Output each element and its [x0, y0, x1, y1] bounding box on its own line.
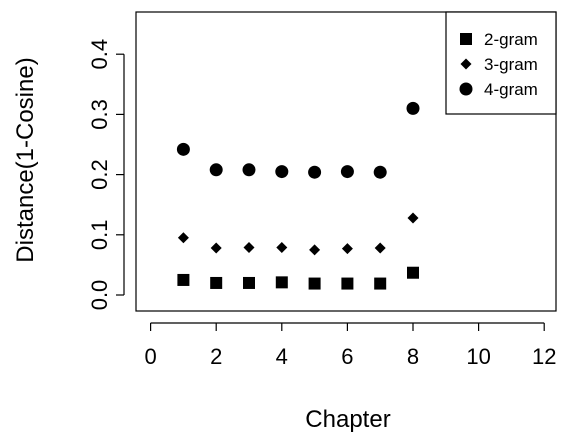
- data-point-3-gram: [374, 242, 386, 254]
- data-point-2-gram: [341, 277, 354, 290]
- legend-marker-2-gram: [460, 33, 472, 45]
- y-axis-label: Distance(1-Cosine): [12, 57, 39, 262]
- x-tick-label: 8: [407, 344, 419, 369]
- y-tick-label: 0.0: [87, 280, 112, 311]
- legend-marker-3-gram: [460, 58, 472, 70]
- y-tick-label: 0.3: [87, 99, 112, 130]
- legend: 2-gram 3-gram 4-gram: [445, 11, 557, 115]
- data-point-3-gram: [341, 243, 353, 255]
- data-point-2-gram: [177, 273, 190, 286]
- series-4-gram: [176, 101, 420, 179]
- data-point-2-gram: [374, 277, 387, 290]
- legend-label: 3-gram: [484, 55, 538, 74]
- data-point-3-gram: [210, 242, 222, 254]
- legend-label: 2-gram: [484, 30, 538, 49]
- plot-frame: [135, 11, 557, 312]
- y-tick-label: 0.2: [87, 159, 112, 190]
- data-point-3-gram: [276, 241, 288, 253]
- y-tick-label: 0.1: [87, 220, 112, 251]
- x-tick-label: 0: [144, 344, 156, 369]
- data-point-4-gram: [340, 165, 354, 179]
- legend-marker-4-gram: [459, 82, 473, 96]
- data-point-4-gram: [406, 101, 420, 115]
- x-tick-label: 12: [532, 344, 556, 369]
- data-point-2-gram: [210, 276, 223, 289]
- x-axis: 0 2 4 6 8 10 12: [144, 322, 556, 369]
- data-point-2-gram: [243, 276, 255, 289]
- data-point-3-gram: [407, 212, 419, 224]
- x-tick-label: 2: [210, 344, 222, 369]
- data-point-2-gram: [407, 266, 419, 279]
- series-3-gram: [177, 212, 419, 256]
- y-axis: 0.0 0.1 0.2 0.3 0.4: [87, 39, 125, 311]
- data-point-3-gram: [177, 232, 189, 244]
- data-point-3-gram: [309, 244, 321, 256]
- data-point-4-gram: [308, 165, 322, 179]
- data-point-3-gram: [243, 241, 255, 253]
- x-tick-label: 10: [466, 344, 490, 369]
- x-axis-label: Chapter: [305, 406, 390, 433]
- data-point-4-gram: [373, 165, 387, 179]
- x-tick-label: 6: [341, 344, 353, 369]
- series-2-gram: [177, 266, 419, 290]
- data-point-2-gram: [275, 276, 288, 289]
- data-point-2-gram: [308, 277, 321, 290]
- data-point-4-gram: [176, 142, 190, 156]
- data-point-4-gram: [209, 163, 223, 177]
- data-point-4-gram: [275, 165, 289, 179]
- data-points: [176, 101, 420, 290]
- y-tick-label: 0.4: [87, 39, 112, 70]
- legend-label: 4-gram: [484, 80, 538, 99]
- data-point-4-gram: [242, 163, 256, 177]
- x-tick-label: 4: [276, 344, 288, 369]
